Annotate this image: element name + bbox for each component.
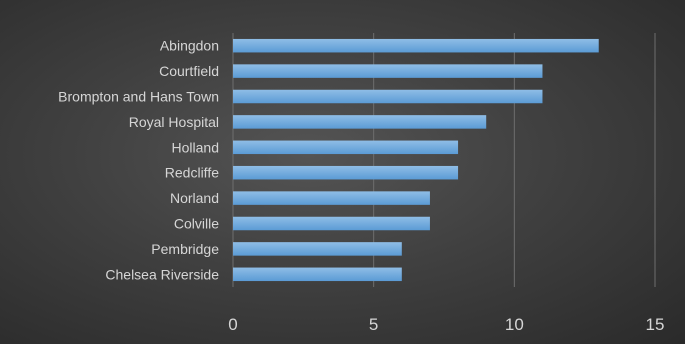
category-label: Norland — [170, 190, 219, 206]
x-tick-label: 5 — [369, 315, 378, 334]
x-tick-label: 15 — [646, 315, 665, 334]
bar-redcliffe — [233, 165, 459, 180]
x-axis-ticks: 0 5 10 15 — [228, 315, 664, 334]
bar-holland — [233, 140, 459, 155]
bar-brompton-and-hans-town — [233, 89, 543, 104]
bar-courtfield — [233, 64, 543, 78]
category-label: Redcliffe — [165, 165, 219, 181]
category-label: Abingdon — [160, 38, 219, 54]
bar-royal-hospital — [233, 115, 487, 129]
x-tick-label: 10 — [505, 315, 524, 334]
x-tick-label: 0 — [228, 315, 237, 334]
category-labels: Abingdon Courtfield Brompton and Hans Town… — [58, 38, 219, 283]
bar-norland — [233, 191, 430, 205]
category-label: Holland — [172, 139, 219, 155]
bar-pembridge — [233, 242, 402, 256]
category-label: Chelsea Riverside — [105, 266, 219, 282]
category-label: Colville — [174, 216, 219, 232]
bar-abingdon — [233, 38, 599, 53]
category-label: Pembridge — [151, 241, 219, 257]
bar-colville — [233, 216, 430, 231]
category-label: Courtfield — [159, 63, 219, 79]
category-label: Brompton and Hans Town — [58, 89, 219, 105]
bars — [233, 38, 599, 282]
category-label: Royal Hospital — [129, 114, 219, 130]
bar-chelsea-riverside — [233, 267, 402, 282]
